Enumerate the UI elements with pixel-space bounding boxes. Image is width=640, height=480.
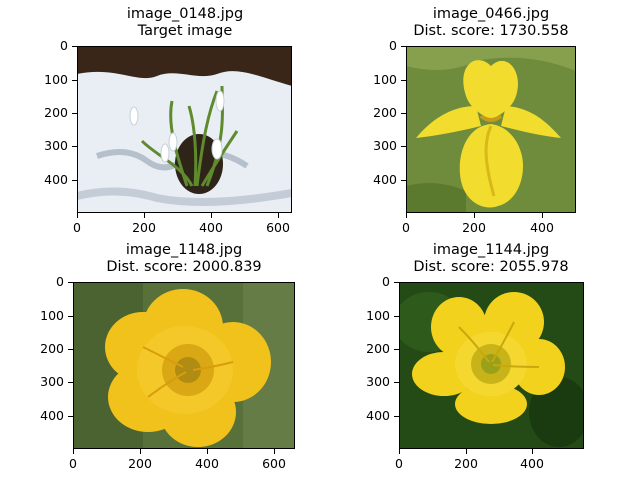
- panel-1-y-label: 400: [44, 172, 68, 187]
- panel-1-y-label: 300: [44, 138, 68, 153]
- panel-1-x-label: 0: [73, 220, 81, 235]
- panel-2-y-label: 400: [373, 172, 397, 187]
- panel-2-axes: [406, 46, 576, 213]
- panel-1-x-label: 400: [199, 220, 223, 235]
- panel-3-axes: [73, 282, 295, 449]
- panel-1-subtitle: Target image: [137, 23, 233, 39]
- panel-2-x-label: 400: [530, 220, 554, 235]
- panel-1-x-label: 200: [132, 220, 156, 235]
- panel-2-frame: [406, 46, 576, 213]
- panel-4-y-label: 100: [366, 308, 390, 323]
- panel-2-filename: image_0466.jpg: [432, 6, 550, 22]
- panel-2-x-label: 0: [402, 220, 410, 235]
- panel-3-x-label: 0: [69, 456, 77, 471]
- panel-4-x-label: 0: [395, 456, 403, 471]
- panel-4-axes: [399, 282, 584, 449]
- panel-3-x-label: 200: [128, 456, 152, 471]
- panel-2-y-label: 0: [389, 38, 397, 53]
- panel-4-y-label: 400: [366, 408, 390, 423]
- panel-4-frame: [399, 282, 584, 449]
- panel-2-title: image_0466.jpg Dist. score: 1730.558: [391, 6, 591, 40]
- panel-2-y-label: 200: [373, 105, 397, 120]
- panel-4-y-label: 200: [366, 341, 390, 356]
- panel-3-frame: [73, 282, 295, 449]
- panel-3-x-label: 600: [262, 456, 286, 471]
- panel-1-filename: image_0148.jpg: [126, 6, 244, 22]
- buttercup-dark-image: [399, 282, 584, 449]
- panel-3-y-label: 100: [40, 308, 64, 323]
- panel-3-subtitle: Dist. score: 2000.839: [106, 259, 262, 275]
- panel-4-y-label: 0: [382, 274, 390, 289]
- panel-4-y-label: 300: [366, 374, 390, 389]
- yellow-iris-image: [406, 46, 576, 213]
- panel-4-x-label: 200: [454, 456, 478, 471]
- panel-3-y-label: 0: [56, 274, 64, 289]
- panel-3-y-label: 200: [40, 341, 64, 356]
- panel-4-title: image_1144.jpg Dist. score: 2055.978: [391, 242, 591, 276]
- panel-1-frame: [77, 46, 292, 213]
- panel-4-filename: image_1144.jpg: [432, 242, 550, 258]
- panel-3-y-label: 400: [40, 408, 64, 423]
- panel-1-axes: [77, 46, 292, 213]
- panel-3-filename: image_1148.jpg: [125, 242, 243, 258]
- panel-2-y-label: 100: [373, 72, 397, 87]
- panel-2-y-label: 300: [373, 138, 397, 153]
- panel-4-x-label: 400: [520, 456, 544, 471]
- panel-1-y-label: 0: [60, 38, 68, 53]
- panel-1-y-label: 200: [44, 105, 68, 120]
- panel-3-x-label: 400: [195, 456, 219, 471]
- panel-1-x-label: 600: [266, 220, 290, 235]
- panel-2-subtitle: Dist. score: 1730.558: [413, 23, 569, 39]
- buttercup-blurred-image: [73, 282, 295, 449]
- snowdrops-in-snow-image: [77, 46, 292, 213]
- panel-1-title: image_0148.jpg Target image: [85, 6, 285, 40]
- panel-1-y-label: 100: [44, 72, 68, 87]
- panel-4-subtitle: Dist. score: 2055.978: [413, 259, 569, 275]
- panel-2-x-label: 200: [462, 220, 486, 235]
- panel-3-title: image_1148.jpg Dist. score: 2000.839: [84, 242, 284, 276]
- panel-3-y-label: 300: [40, 374, 64, 389]
